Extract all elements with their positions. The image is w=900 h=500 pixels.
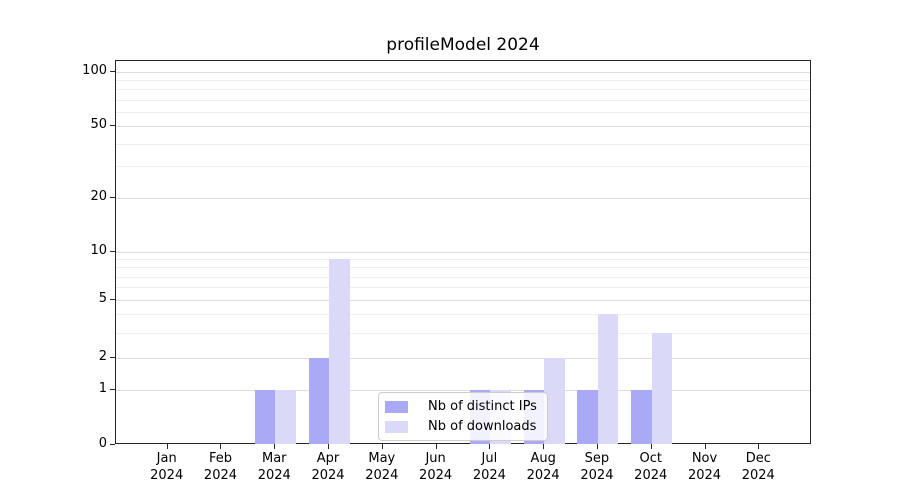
x-tick-mark-nov [704, 444, 706, 449]
x-tick-label-feb: Feb 2024 [203, 451, 238, 483]
y-tick-mark-0 [110, 443, 115, 445]
y-tick-label-50: 50 [90, 117, 107, 133]
x-tick-mark-jul [489, 444, 491, 449]
bar-distinct-ips-apr [308, 357, 330, 444]
x-tick-mark-oct [650, 444, 652, 449]
x-tick-label-nov: Nov 2024 [687, 451, 722, 483]
bar-distinct-ips-sep [577, 390, 598, 444]
chart-title: profileModel 2024 [386, 35, 540, 55]
x-tick-label-dec: Dec 2024 [741, 451, 775, 483]
legend: Nb of distinct IPs Nb of downloads [378, 392, 548, 441]
gridline-minor-70 [116, 99, 810, 101]
legend-swatch-downloads [385, 420, 408, 433]
gridline-minor-9 [116, 259, 810, 260]
x-tick-mark-may [381, 444, 383, 449]
gridline-major-2 [116, 357, 810, 359]
gridline-minor-40 [116, 143, 810, 145]
gridline-minor-7 [116, 276, 810, 278]
y-tick-label-20: 20 [90, 189, 107, 204]
y-tick-mark-1 [110, 389, 115, 391]
bar-downloads-apr [329, 259, 350, 444]
gridline-major-5 [116, 300, 810, 301]
gridline-major-10 [116, 251, 810, 253]
gridline-major-50 [116, 126, 810, 128]
x-tick-mark-apr [328, 444, 330, 449]
x-tick-mark-sep [596, 444, 598, 449]
x-tick-mark-dec [758, 444, 760, 449]
y-tick-mark-5 [110, 299, 115, 300]
legend-item-distinct-ips: Nb of distinct IPs [385, 398, 537, 415]
gridline-minor-4 [116, 314, 810, 316]
bar-distinct-ips-oct [631, 390, 652, 444]
gridline-minor-90 [116, 80, 810, 81]
bar-downloads-oct [651, 333, 673, 444]
gridline-minor-60 [116, 111, 810, 113]
y-tick-label-2: 2 [98, 348, 107, 364]
bar-downloads-aug [544, 357, 565, 444]
gridline-minor-6 [116, 287, 810, 289]
y-tick-label-10: 10 [90, 242, 107, 258]
x-tick-label-aug: Aug 2024 [526, 451, 560, 483]
y-tick-label-1: 1 [98, 381, 107, 397]
x-tick-label-mar: Mar 2024 [257, 451, 291, 483]
x-tick-label-jun: Jun 2024 [419, 451, 453, 483]
y-tick-mark-20 [110, 197, 115, 198]
gridline-minor-3 [116, 333, 810, 335]
gridline-minor-30 [116, 166, 810, 168]
y-tick-mark-2 [110, 356, 115, 358]
gridline-major-100 [116, 71, 810, 73]
gridline-minor-8 [116, 267, 810, 269]
x-tick-label-apr: Apr 2024 [311, 451, 345, 483]
bar-downloads-sep [597, 314, 619, 444]
gridline-major-20 [116, 198, 810, 199]
y-tick-label-5: 5 [98, 291, 107, 306]
legend-swatch-distinct-ips [385, 400, 408, 413]
x-tick-label-sep: Sep 2024 [580, 451, 614, 483]
x-tick-mark-jun [435, 444, 437, 449]
gridline-major-1 [116, 390, 810, 392]
x-tick-label-oct: Oct 2024 [634, 451, 668, 483]
y-tick-mark-50 [110, 125, 115, 127]
x-tick-label-may: May 2024 [365, 451, 399, 483]
plot-area [115, 60, 811, 444]
x-tick-mark-feb [220, 444, 222, 449]
legend-item-downloads: Nb of downloads [385, 418, 537, 435]
x-tick-label-jan: Jan 2024 [150, 451, 184, 483]
x-tick-label-jul: Jul 2024 [472, 451, 506, 483]
y-tick-mark-100 [110, 70, 115, 72]
bar-distinct-ips-mar [254, 390, 276, 444]
gridline-minor-80 [116, 89, 810, 91]
x-tick-mark-aug [543, 444, 545, 449]
bar-downloads-mar [275, 390, 296, 444]
x-tick-mark-mar [274, 444, 276, 449]
y-tick-label-0: 0 [98, 435, 107, 451]
legend-label-distinct-ips: Nb of distinct IPs [428, 399, 537, 414]
x-tick-mark-jan [166, 444, 168, 449]
y-tick-label-100: 100 [82, 62, 107, 78]
legend-label-downloads: Nb of downloads [428, 419, 537, 434]
y-tick-mark-10 [110, 250, 115, 252]
